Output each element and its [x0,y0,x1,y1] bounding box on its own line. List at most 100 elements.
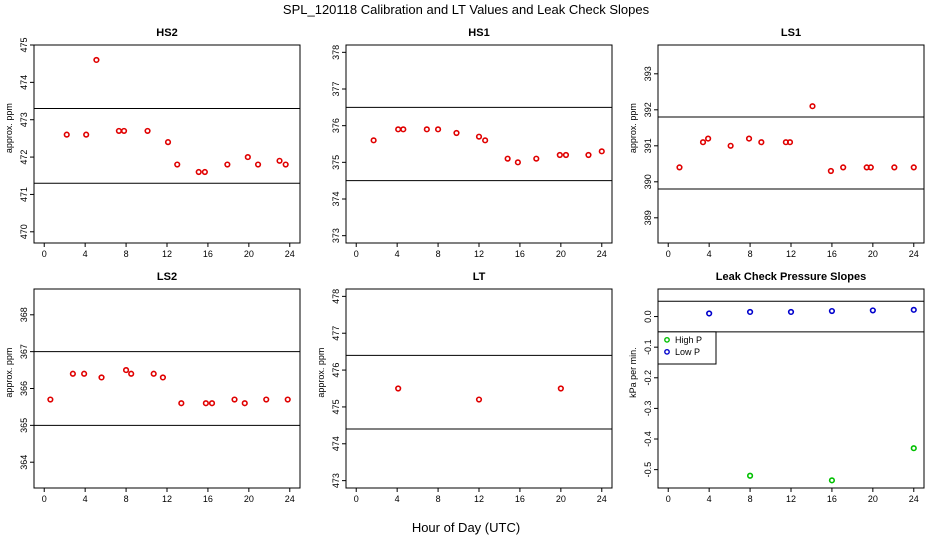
y-tick-label: 393 [643,66,653,81]
data-point [231,396,238,403]
x-tick-label: 16 [827,494,837,504]
y-tick-label: 476 [331,363,341,378]
data-point [115,127,123,135]
x-tick-label: 20 [556,249,566,259]
y-tick-label: 477 [331,326,341,341]
data-point [787,308,795,316]
panel-6: Leak Check Pressure Slopes 0 4 8 12 16 20 24 0.0… [628,271,925,504]
y-tick-label: 475 [19,37,29,52]
y-tick-label: -0.2 [643,370,653,386]
figure-title: SPL_120118 Calibration and LT Values and… [283,2,650,17]
data-point [395,126,402,133]
data-point [93,56,100,64]
y-tick-label: 478 [331,289,341,304]
x-tick-label: 16 [203,494,213,504]
x-tick-label: 20 [244,494,254,504]
data-point [504,155,511,162]
y-tick-label: 390 [643,174,653,189]
x-tick-label: 4 [83,494,88,504]
data-point [891,164,898,171]
data-point [254,161,262,168]
x-tick-label: 24 [285,249,295,259]
data-point [244,153,251,161]
data-point [276,157,283,164]
data-point [840,164,847,171]
x-tick-label: 16 [827,249,837,259]
data-point [178,400,185,407]
x-tick-label: 24 [597,249,607,259]
data-point [676,164,683,171]
y-axis-label: kPa per min. [628,347,638,398]
y-tick-label: 378 [331,45,341,60]
x-tick-label: 12 [474,249,484,259]
data-point [284,396,291,403]
data-point [786,139,794,146]
x-axis-label: Hour of Day (UTC) [412,520,520,535]
data-point [174,161,181,168]
data-point [867,164,874,171]
x-tick-label: 12 [162,249,172,259]
data-point [434,126,442,133]
x-tick-label: 24 [285,494,295,504]
y-axis-label: approx. ppm [4,103,14,153]
panel-title: HS1 [468,27,489,39]
legend: High P Low P [657,331,717,365]
data-point [370,137,377,144]
data-point [562,151,570,159]
x-tick-label: 8 [748,494,753,504]
data-point [705,135,712,142]
data-point [69,370,76,377]
legend-marker [664,336,670,343]
data-point [475,133,483,140]
x-tick-label: 0 [42,494,47,504]
y-tick-label: 474 [19,75,29,90]
x-tick-label: 4 [83,249,88,259]
data-point [869,307,876,314]
data-point [81,370,88,377]
data-point [122,366,130,374]
y-tick-label: -0.1 [643,339,653,355]
y-tick-label: 373 [331,228,341,243]
y-tick-label: 374 [331,191,341,206]
plot-frame [33,288,301,489]
y-tick-label: 389 [643,210,653,225]
data-point [164,139,172,146]
y-tick-label: 377 [331,81,341,96]
y-tick-label: -0.3 [643,401,653,417]
y-tick-label: 470 [19,224,29,239]
data-point [201,168,208,176]
x-tick-label: 4 [395,494,400,504]
data-point [556,151,563,159]
data-point [120,127,128,135]
x-tick-label: 4 [395,249,400,259]
panel-4: LS2 0 4 8 12 16 20 24 364 365 366 367 368 approx. ppm [4,271,301,504]
y-tick-label: 376 [331,118,341,133]
data-point [910,164,917,171]
legend-marker [664,348,670,355]
y-tick-label: 366 [19,381,29,396]
y-tick-label: 375 [331,155,341,170]
data-point [533,155,540,162]
plot-frame [345,288,613,489]
y-tick-label: 473 [331,473,341,488]
plot-frame [657,288,925,489]
y-tick-label: 364 [19,455,29,470]
y-tick-label: -0.4 [643,431,653,447]
y-tick-label: 471 [19,187,29,202]
x-tick-label: 0 [666,494,671,504]
panels: HS2 0 4 8 12 16 20 24 470 471 472 473 474 475 approx. … [4,27,925,504]
data-point [202,400,209,407]
x-tick-label: 24 [597,494,607,504]
y-axis-label: approx. ppm [628,103,638,153]
x-tick-label: 8 [436,494,441,504]
x-tick-label: 20 [556,494,566,504]
x-tick-label: 8 [748,249,753,259]
data-point [208,400,216,407]
y-tick-label: 475 [331,399,341,414]
data-point [98,374,105,381]
x-tick-label: 24 [909,249,919,259]
y-tick-label: -0.5 [643,462,653,478]
data-point [727,142,734,149]
data-point [282,161,289,168]
data-point [482,137,489,144]
